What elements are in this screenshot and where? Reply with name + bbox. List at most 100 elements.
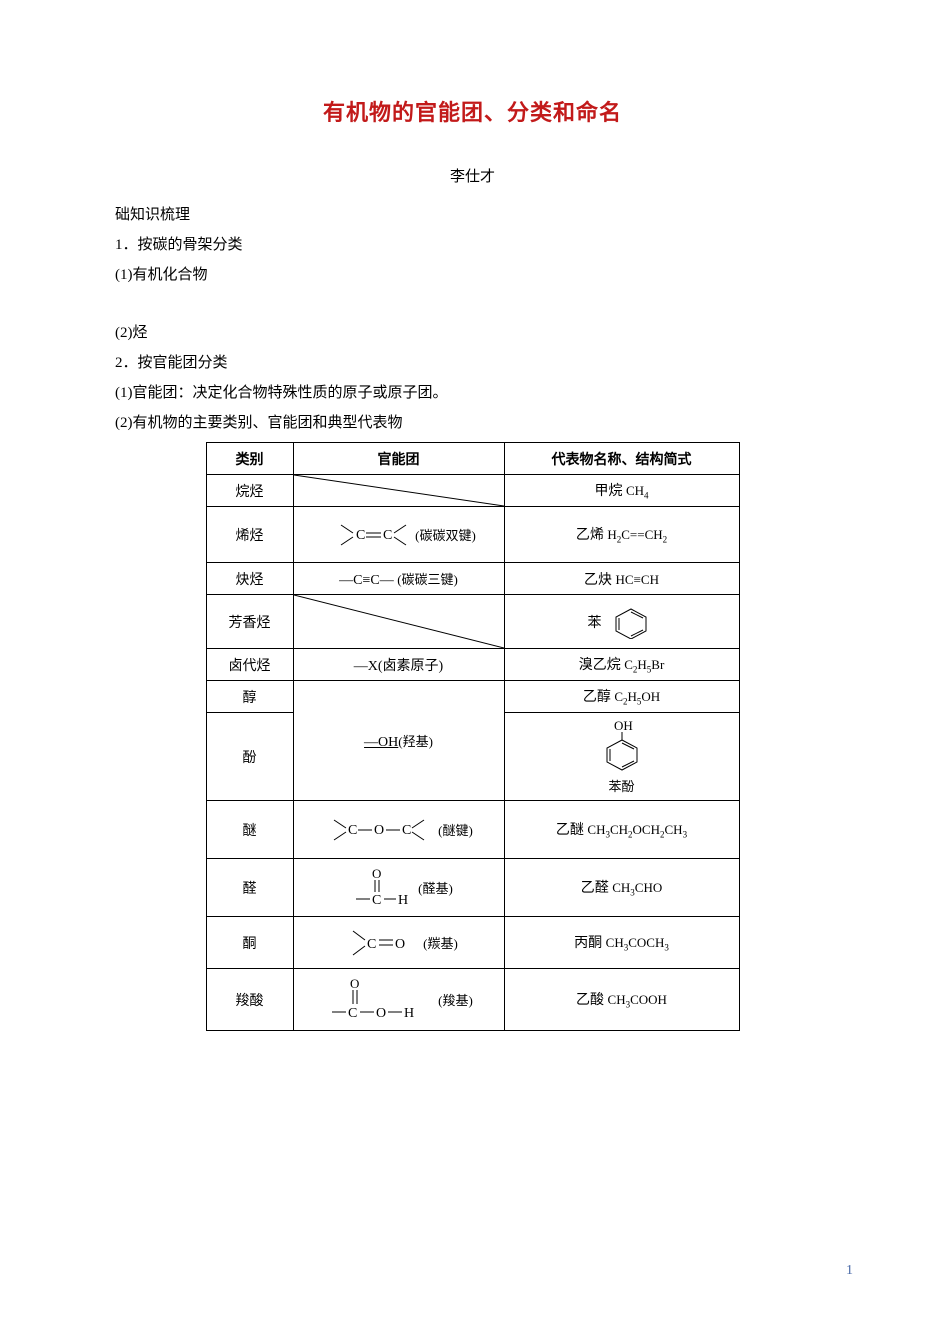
alkene-fg-label: (碳碳双键) <box>415 525 476 544</box>
hydroxyl-label: (羟基) <box>398 734 433 749</box>
alkyne-formula: HC≡CH <box>616 572 659 587</box>
cell-alkane-fg <box>293 475 504 507</box>
svg-text:C: C <box>372 893 381 908</box>
hydroxyl-text: —OH <box>364 735 398 750</box>
cell-phenol-cat: 酚 <box>206 713 293 801</box>
carbonyl-icon: C O <box>339 923 419 963</box>
svg-text:O: O <box>374 823 384 838</box>
svg-text:C: C <box>348 823 357 838</box>
cell-arene-cat: 芳香烃 <box>206 595 293 649</box>
row-alkane: 烷烃 甲烷 CH4 <box>206 475 739 507</box>
cell-alkyne-fg: —C≡C— (碳碳三键) <box>293 563 504 595</box>
body: 础知识梳理 1．按碳的骨架分类 (1)有机化合物 (2)烃 2．按官能团分类 (… <box>115 200 830 438</box>
author: 李仕才 <box>115 165 830 186</box>
cell-alkane-cat: 烷烃 <box>206 475 293 507</box>
svg-text:O: O <box>376 1006 386 1021</box>
alkyne-fg-text: —C≡C— <box>339 573 394 588</box>
halide-formula: C2H5Br <box>624 657 664 672</box>
th-category: 类别 <box>206 443 293 475</box>
cell-alkyne-cat: 炔烃 <box>206 563 293 595</box>
svg-text:O: O <box>372 866 381 881</box>
ether-name: 乙醚 <box>556 823 584 838</box>
svg-text:C: C <box>356 528 365 543</box>
alkyne-fg-label: (碳碳三键) <box>397 572 458 587</box>
cell-acid-rep: 乙酸 CH3COOH <box>504 969 739 1031</box>
svg-text:C: C <box>367 937 376 952</box>
row-ether: 醚 C O C (醚键) <box>206 801 739 859</box>
svg-text:C: C <box>402 823 411 838</box>
benzene-icon <box>606 605 656 639</box>
acid-formula: CH3COOH <box>608 992 667 1007</box>
section-2-1: (1)官能团：决定化合物特殊性质的原子或原子团。 <box>115 378 830 408</box>
cell-aldehyde-fg: O C H (醛基) <box>293 859 504 917</box>
cell-acid-cat: 羧酸 <box>206 969 293 1031</box>
cell-aldehyde-rep: 乙醛 CH3CHO <box>504 859 739 917</box>
alkene-formula: H2C==CH2 <box>607 527 667 542</box>
alcohol-name: 乙醇 <box>583 690 611 705</box>
section-2-2: (2)有机物的主要类别、官能团和典型代表物 <box>115 408 830 438</box>
diagonal-line-icon <box>294 475 504 506</box>
phenol-name: 苯酚 <box>608 776 634 795</box>
cell-ether-cat: 醚 <box>206 801 293 859</box>
arene-name: 苯 <box>588 612 602 632</box>
functional-group-table: 类别 官能团 代表物名称、结构简式 烷烃 甲烷 CH4 烯烃 <box>206 442 740 1031</box>
cell-phenol-rep: OH 苯酚 <box>504 713 739 801</box>
alkane-formula: CH4 <box>626 483 649 498</box>
svg-text:H: H <box>404 1006 414 1021</box>
cell-alcohol-cat: 醇 <box>206 681 293 713</box>
diagonal-line-icon <box>294 595 504 648</box>
phenol-icon: OH <box>597 718 647 774</box>
cell-alkene-fg: C C (碳碳双键) <box>293 507 504 563</box>
cell-alkene-rep: 乙烯 H2C==CH2 <box>504 507 739 563</box>
row-halide: 卤代烃 —X(卤素原子) 溴乙烷 C2H5Br <box>206 649 739 681</box>
acid-name: 乙酸 <box>576 993 604 1008</box>
cell-hydroxyl-fg: —OH(羟基) <box>293 681 504 801</box>
alkane-name: 甲烷 <box>594 484 622 499</box>
row-ketone: 酮 C O (羰基) 丙酮 CH3COCH3 <box>206 917 739 969</box>
document-title: 有机物的官能团、分类和命名 <box>115 95 830 127</box>
heading-knowledge: 础知识梳理 <box>115 200 830 230</box>
section-1-2: (2)烃 <box>115 318 830 348</box>
aldehyde-name: 乙醛 <box>581 881 609 896</box>
cell-halide-cat: 卤代烃 <box>206 649 293 681</box>
svg-text:O: O <box>395 937 405 952</box>
th-rep: 代表物名称、结构简式 <box>504 443 739 475</box>
row-acid: 羧酸 O C O H (羧基) <box>206 969 739 1031</box>
svg-text:C: C <box>348 1006 357 1021</box>
acid-fg-label: (羧基) <box>438 990 473 1009</box>
row-aldehyde: 醛 O C H (醛基) 乙醛 CH3CHO <box>206 859 739 917</box>
cell-alcohol-rep: 乙醇 C2H5OH <box>504 681 739 713</box>
ketone-fg-label: (羰基) <box>423 933 458 952</box>
cell-ketone-cat: 酮 <box>206 917 293 969</box>
ether-formula: CH3CH2OCH2CH3 <box>587 822 687 837</box>
cell-alkene-cat: 烯烃 <box>206 507 293 563</box>
cell-alkane-rep: 甲烷 CH4 <box>504 475 739 507</box>
alkene-name: 乙烯 <box>576 528 604 543</box>
svg-text:C: C <box>383 528 392 543</box>
cell-ketone-fg: C O (羰基) <box>293 917 504 969</box>
page-number: 1 <box>846 1263 853 1279</box>
ether-fg-label: (醚键) <box>438 820 473 839</box>
row-alkene: 烯烃 C C (碳碳双键) 乙烯 <box>206 507 739 563</box>
alkyne-name: 乙炔 <box>584 573 612 588</box>
th-group: 官能团 <box>293 443 504 475</box>
page-content: 有机物的官能团、分类和命名 李仕才 础知识梳理 1．按碳的骨架分类 (1)有机化… <box>0 0 945 1031</box>
svg-text:H: H <box>398 893 408 908</box>
aldehyde-formula: CH3CHO <box>612 880 662 895</box>
ketone-name: 丙酮 <box>574 936 602 951</box>
svg-text:O: O <box>350 976 359 991</box>
row-alcohol: 醇 —OH(羟基) 乙醇 C2H5OH <box>206 681 739 713</box>
cell-alkyne-rep: 乙炔 HC≡CH <box>504 563 739 595</box>
section-1: 1．按碳的骨架分类 <box>115 230 830 260</box>
aldehyde-fg-label: (醛基) <box>418 878 453 897</box>
cell-ether-fg: C O C (醚键) <box>293 801 504 859</box>
blank-space-1 <box>115 290 830 318</box>
row-arene: 芳香烃 苯 <box>206 595 739 649</box>
aldehyde-group-icon: O C H <box>344 866 414 910</box>
cell-halide-fg: —X(卤素原子) <box>293 649 504 681</box>
carboxyl-icon: O C O H <box>324 976 434 1024</box>
alcohol-formula: C2H5OH <box>614 689 660 704</box>
section-2: 2．按官能团分类 <box>115 348 830 378</box>
ketone-formula: CH3COCH3 <box>606 935 669 950</box>
cell-arene-fg <box>293 595 504 649</box>
